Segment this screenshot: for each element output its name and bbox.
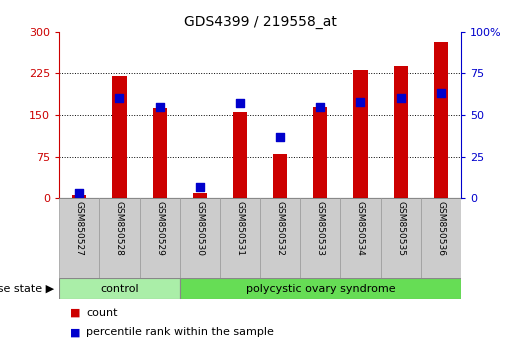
Text: GSM850533: GSM850533 — [316, 201, 325, 256]
Bar — [59, 198, 99, 278]
Text: percentile rank within the sample: percentile rank within the sample — [86, 327, 274, 337]
Text: polycystic ovary syndrome: polycystic ovary syndrome — [246, 284, 395, 293]
Text: control: control — [100, 284, 139, 293]
Text: GSM850527: GSM850527 — [75, 201, 84, 256]
Text: GSM850536: GSM850536 — [436, 201, 445, 256]
Bar — [180, 278, 461, 299]
Text: GSM850529: GSM850529 — [155, 201, 164, 256]
Text: GSM850531: GSM850531 — [235, 201, 245, 256]
Bar — [340, 198, 381, 278]
Bar — [381, 198, 421, 278]
Bar — [140, 198, 180, 278]
Bar — [152, 108, 167, 198]
Bar — [393, 66, 408, 198]
Point — [437, 91, 445, 96]
Point — [356, 99, 365, 104]
Bar — [313, 107, 328, 198]
Bar — [72, 195, 87, 198]
Text: GSM850530: GSM850530 — [195, 201, 204, 256]
Text: count: count — [86, 308, 117, 318]
Bar — [193, 193, 207, 198]
Point — [156, 104, 164, 110]
Bar — [300, 198, 340, 278]
Bar — [180, 198, 220, 278]
Text: disease state ▶: disease state ▶ — [0, 284, 54, 293]
Point — [115, 96, 124, 101]
Text: ■: ■ — [70, 308, 80, 318]
Point — [276, 134, 284, 139]
Bar — [99, 198, 140, 278]
Bar — [421, 198, 461, 278]
Point — [397, 96, 405, 101]
Bar — [273, 154, 287, 198]
Text: GSM850534: GSM850534 — [356, 201, 365, 256]
Bar — [260, 198, 300, 278]
Bar — [353, 70, 368, 198]
Point — [236, 101, 244, 106]
Text: GSM850528: GSM850528 — [115, 201, 124, 256]
Point — [75, 190, 83, 196]
Title: GDS4399 / 219558_at: GDS4399 / 219558_at — [184, 16, 336, 29]
Bar — [112, 76, 127, 198]
Text: GSM850532: GSM850532 — [276, 201, 285, 256]
Point — [196, 184, 204, 189]
Point — [316, 104, 324, 110]
Bar — [59, 278, 180, 299]
Text: GSM850535: GSM850535 — [396, 201, 405, 256]
Bar — [233, 112, 247, 198]
Bar — [434, 42, 448, 198]
Text: ■: ■ — [70, 327, 80, 337]
Bar — [220, 198, 260, 278]
